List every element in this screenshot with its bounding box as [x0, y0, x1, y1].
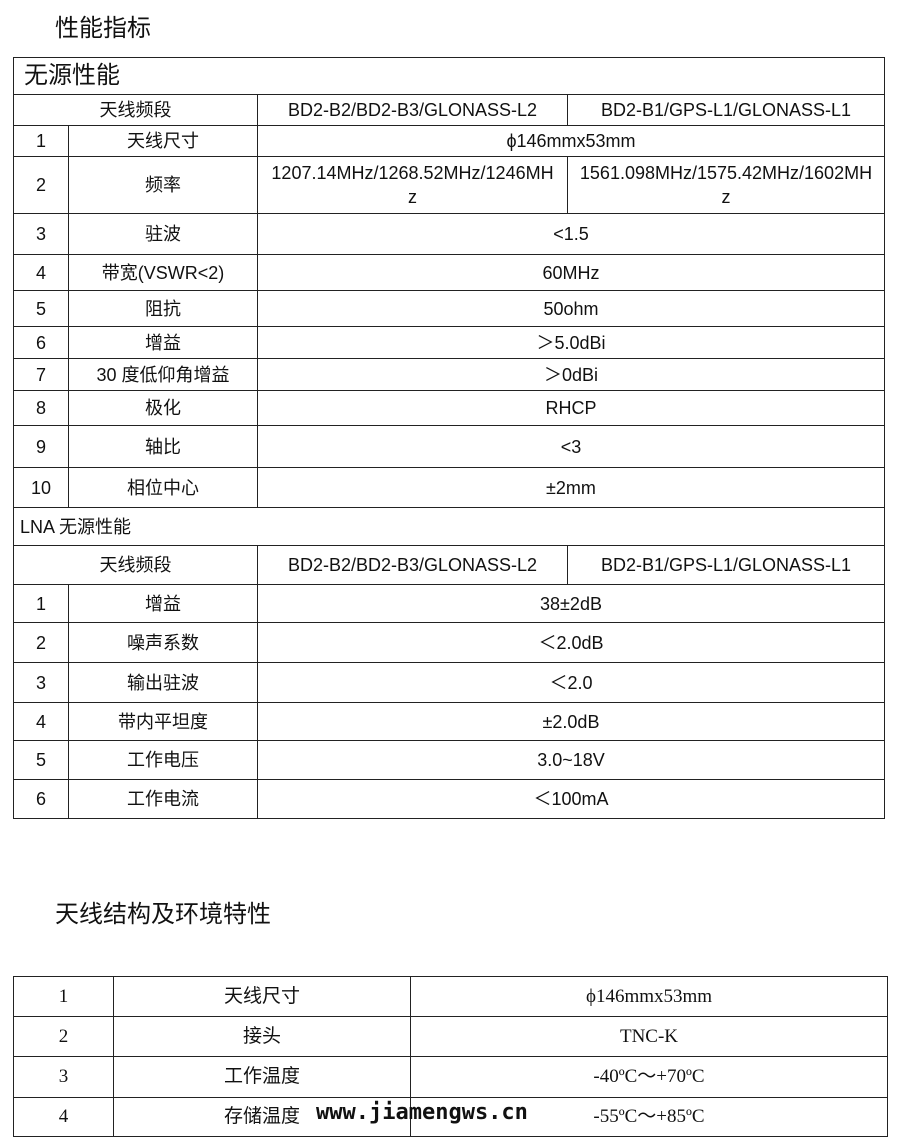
passive-performance-table: 无源性能 天线频段 BD2-B2/BD2-B3/GLONASS-L2 BD2-B1/…: [13, 57, 885, 819]
row-number: 6: [13, 779, 69, 819]
row-value: -55ºC～+85ºC: [410, 1097, 888, 1137]
row-number: 2: [13, 622, 69, 663]
row-param: 相位中心: [68, 467, 258, 508]
row-number: 4: [13, 1097, 114, 1137]
row-value: ±2.0dB: [257, 702, 885, 741]
row-param: 增益: [68, 584, 258, 623]
watermark: www.jiamengws.cn: [316, 1100, 528, 1125]
row-number: 1: [13, 584, 69, 623]
row-value: ＜2.0dB: [257, 622, 885, 663]
row-param: 极化: [68, 390, 258, 426]
row-value: 60MHz: [257, 254, 885, 291]
row-value: ϕ146mmx53mm: [257, 125, 885, 157]
row-number: 4: [13, 254, 69, 291]
row-value: 3.0~18V: [257, 740, 885, 780]
band-2: BD2-B1/GPS-L1/GLONASS-L1: [567, 545, 885, 585]
table-row: 3 工作温度 -40ºC～+70ºC: [13, 1056, 888, 1098]
row-value: ＜2.0: [257, 662, 885, 703]
row-value: 50ohm: [257, 290, 885, 327]
table-row: 3 驻波 <1.5: [13, 213, 885, 255]
table-row: 10 相位中心 ±2mm: [13, 467, 885, 508]
row-number: 5: [13, 740, 69, 780]
table-row: 5 阻抗 50ohm: [13, 290, 885, 327]
row-number: 1: [13, 125, 69, 157]
row-param: 存储温度: [113, 1097, 411, 1137]
row-number: 10: [13, 467, 69, 508]
row-value: ＞5.0dBi: [257, 326, 885, 359]
row-value: ϕ146mmx53mm: [410, 976, 888, 1017]
row-param: 噪声系数: [68, 622, 258, 663]
row-param: 频率: [68, 156, 258, 214]
band-1: BD2-B2/BD2-B3/GLONASS-L2: [257, 545, 568, 585]
row-param: 30 度低仰角增益: [68, 358, 258, 391]
row-number: 2: [13, 156, 69, 214]
table-row: 9 轴比 <3: [13, 425, 885, 468]
row-number: 6: [13, 326, 69, 359]
row-value: RHCP: [257, 390, 885, 426]
row-param: 带内平坦度: [68, 702, 258, 741]
table-row: 4 存储温度 -55ºC～+85ºC: [13, 1097, 888, 1137]
row-number: 1: [13, 976, 114, 1017]
row-value: -40ºC～+70ºC: [410, 1056, 888, 1098]
row-number: 3: [13, 1056, 114, 1098]
table-row: 2 接头 TNC-K: [13, 1016, 888, 1057]
row-param: 工作电压: [68, 740, 258, 780]
row-param: 轴比: [68, 425, 258, 468]
row-value-1: 1207.14MHz/1268.52MHz/1246MHz: [257, 156, 568, 214]
table-row: 4 带宽(VSWR<2) 60MHz: [13, 254, 885, 291]
row-param: 驻波: [68, 213, 258, 255]
row-value-2: 1561.098MHz/1575.42MHz/1602MHz: [567, 156, 885, 214]
table-row: 3 输出驻波 ＜2.0: [13, 662, 885, 703]
row-value: 38±2dB: [257, 584, 885, 623]
band-label: 天线频段: [13, 94, 258, 126]
table-row: 8 极化 RHCP: [13, 390, 885, 426]
section-title: LNA 无源性能: [13, 507, 885, 546]
row-value: <3: [257, 425, 885, 468]
table-row: 1 天线尺寸 ϕ146mmx53mm: [13, 976, 888, 1017]
band-2: BD2-B1/GPS-L1/GLONASS-L1: [567, 94, 885, 126]
section-title: 无源性能: [13, 57, 885, 95]
table-row: 1 天线尺寸 ϕ146mmx53mm: [13, 125, 885, 157]
table-row: 5 工作电压 3.0~18V: [13, 740, 885, 780]
row-param: 天线尺寸: [68, 125, 258, 157]
section-heading: 天线结构及环境特性: [55, 901, 271, 928]
row-param: 工作电流: [68, 779, 258, 819]
band-label: 天线频段: [13, 545, 258, 585]
row-number: 9: [13, 425, 69, 468]
row-param: 带宽(VSWR<2): [68, 254, 258, 291]
row-param: 阻抗: [68, 290, 258, 327]
row-number: 3: [13, 662, 69, 703]
row-number: 3: [13, 213, 69, 255]
table-row: 2 频率 1207.14MHz/1268.52MHz/1246MHz 1561.098…: [13, 156, 885, 214]
band-1: BD2-B2/BD2-B3/GLONASS-L2: [257, 94, 568, 126]
structure-table: 1 天线尺寸 ϕ146mmx53mm 2 接头 TNC-K 3 工作温度 -40ºC～+70…: [13, 976, 888, 1137]
table-row: 7 30 度低仰角增益 ＞0dBi: [13, 358, 885, 391]
row-param: 增益: [68, 326, 258, 359]
row-number: 8: [13, 390, 69, 426]
row-value: TNC-K: [410, 1016, 888, 1057]
row-param: 天线尺寸: [113, 976, 411, 1017]
page-title: 性能指标: [55, 15, 151, 42]
row-value: ±2mm: [257, 467, 885, 508]
row-param: 输出驻波: [68, 662, 258, 703]
row-number: 4: [13, 702, 69, 741]
row-param: 接头: [113, 1016, 411, 1057]
table-row: 1 增益 38±2dB: [13, 584, 885, 623]
row-param: 工作温度: [113, 1056, 411, 1098]
row-value: <1.5: [257, 213, 885, 255]
row-number: 5: [13, 290, 69, 327]
row-number: 2: [13, 1016, 114, 1057]
row-value: ＞0dBi: [257, 358, 885, 391]
row-number: 7: [13, 358, 69, 391]
table-row: 6 工作电流 ＜100mA: [13, 779, 885, 819]
row-value: ＜100mA: [257, 779, 885, 819]
table-row: 2 噪声系数 ＜2.0dB: [13, 622, 885, 663]
table-row: 4 带内平坦度 ±2.0dB: [13, 702, 885, 741]
table-row: 6 增益 ＞5.0dBi: [13, 326, 885, 359]
